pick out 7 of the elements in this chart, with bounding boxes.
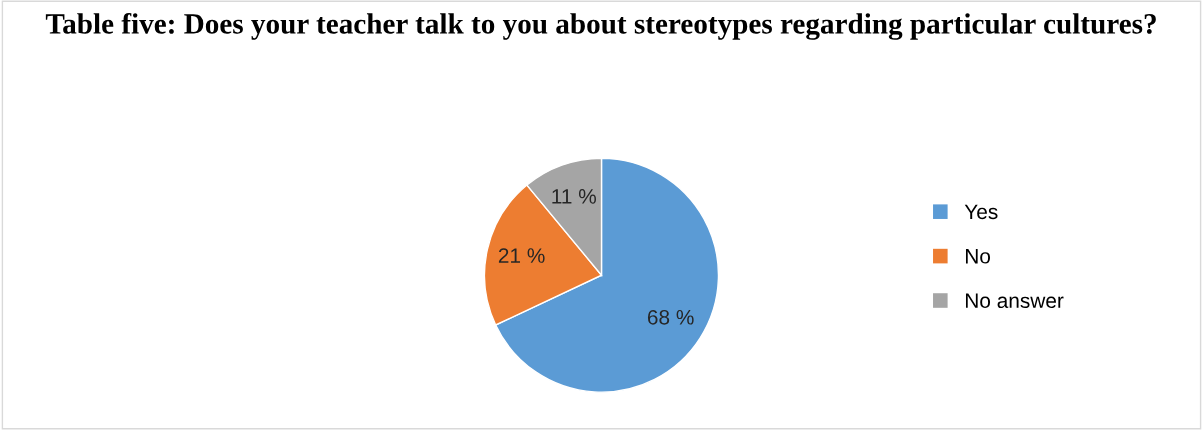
data-label: 21 % [498, 248, 545, 263]
legend-label: Yes [964, 204, 998, 220]
legend-label: No answer [965, 293, 1064, 309]
data-label: 11 % [552, 189, 596, 204]
chart-title: Table five: Does your teacher talk to you about stereotypes regarding particular cultures? [45, 12, 1156, 40]
data-label: 68 % [647, 309, 694, 325]
legend-label: No [965, 249, 991, 264]
